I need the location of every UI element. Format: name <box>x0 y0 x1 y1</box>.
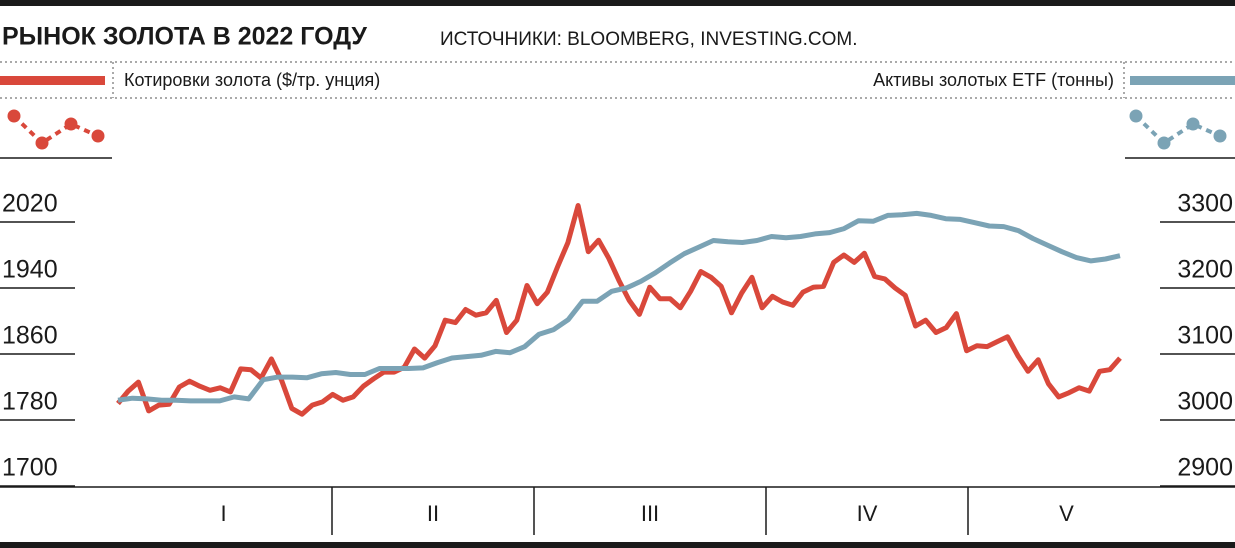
x-tick-label: V <box>1059 501 1074 526</box>
y2-tick-label: 3100 <box>1177 322 1233 350</box>
y-tick-label: 1940 <box>2 256 58 284</box>
legend-icon-dot <box>1157 136 1171 150</box>
legend-icon-line <box>12 114 99 146</box>
x-tick-label: IV <box>857 501 878 526</box>
legend-icon-line <box>1134 114 1221 146</box>
y2-tick-label: 2900 <box>1177 454 1233 482</box>
y2-tick-label: 3000 <box>1177 388 1233 416</box>
bottom-rule <box>0 542 1235 548</box>
x-tick-label: III <box>641 501 659 526</box>
chart-subtitle: ИСТОЧНИКИ: BLOOMBERG, INVESTING.COM. <box>440 29 858 50</box>
legend-swatch <box>1130 76 1235 85</box>
chart-title: РЫНОК ЗОЛОТА В 2022 ГОДУ <box>2 23 367 51</box>
y-tick-label: 2020 <box>2 190 58 218</box>
legend-icon-dot <box>7 109 21 123</box>
legend-icon-dot <box>64 117 78 131</box>
y-tick-label: 1700 <box>2 454 58 482</box>
legend-icon-dot <box>91 129 105 143</box>
series-line <box>117 210 1121 404</box>
legend-icon-dot <box>35 136 49 150</box>
series-line <box>116 203 1122 417</box>
legend-swatch <box>0 76 105 85</box>
legend-icon-dot <box>1186 117 1200 131</box>
legend-label: Активы золотых ETF (тонны) <box>873 70 1114 90</box>
top-rule <box>0 0 1235 6</box>
legend-icon-dot <box>1129 109 1143 123</box>
x-tick-label: I <box>220 501 226 526</box>
y-tick-label: 1860 <box>2 322 58 350</box>
y-tick-label: 1780 <box>2 388 58 416</box>
y2-tick-label: 3200 <box>1177 256 1233 284</box>
legend-label: Котировки золота ($/тр. унция) <box>124 70 380 90</box>
x-tick-label: II <box>427 501 439 526</box>
y2-tick-label: 3300 <box>1177 190 1233 218</box>
legend-icon-dot <box>1213 129 1227 143</box>
